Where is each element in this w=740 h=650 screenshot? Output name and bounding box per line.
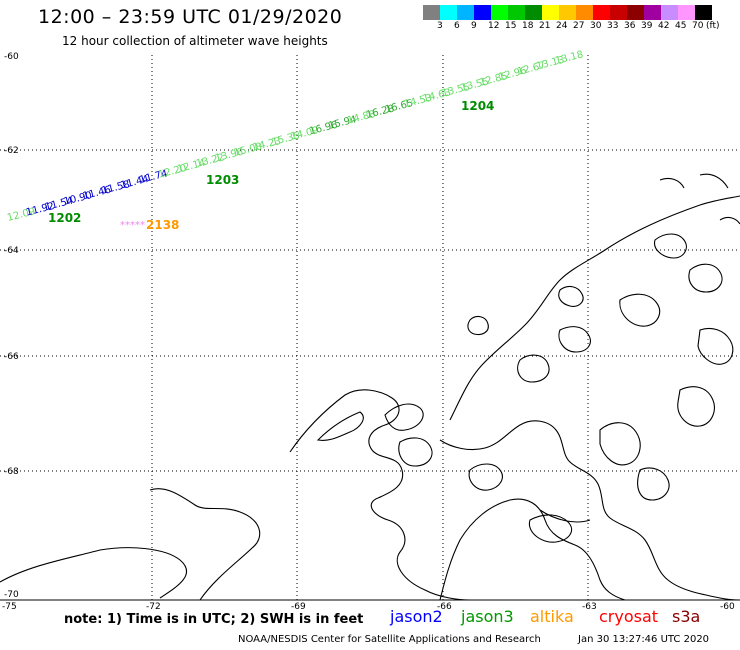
wave-height-label: 13.18 [554,49,584,67]
cycle-labels: 1202 1203 1204 [48,99,494,225]
color-scale-tick: 24 [556,21,568,31]
lat-label-60: -60 [4,52,19,62]
color-scale-bar [423,5,712,20]
lon-label-63: -63 [582,602,597,612]
page-title: 12:00 – 23:59 UTC 01/29/2020 [38,6,343,28]
color-scale-tick: 39 [641,21,653,31]
altika-cycle-label: 2138 [146,218,179,232]
color-scale-tick: 45 [675,21,687,31]
color-scale-tick: 3 [437,21,443,31]
lon-label-75: -75 [2,602,17,612]
color-scale-tick: (ft) [706,21,720,31]
color-scale-tick: 18 [522,21,534,31]
color-scale-ticks: 3 6 9 12 15 18 21 24 27 30 33 36 39 42 45 70 (ft) [0,21,740,35]
color-scale-tick: 27 [573,21,585,31]
color-scale-tick: 12 [488,21,500,31]
color-swatch [423,5,440,20]
cycle-label: 1202 [48,211,81,225]
color-swatch [610,5,627,20]
lat-label-70: -70 [4,590,19,600]
page-subtitle: 12 hour collection of altimeter wave hei… [62,34,328,48]
legend-s3a: s3a [672,607,701,626]
cycle-label: 1203 [206,173,239,187]
wave-height-track: 12.0911.9211.5410.9011.4611.5811.4411.74… [6,49,584,224]
antarctic-coastline [0,173,740,601]
cycle-label: 1204 [461,99,494,113]
lat-label-64: -64 [4,246,19,256]
generated-timestamp: Jan 30 13:27:46 UTC 2020 [578,634,710,645]
color-scale-tick: 36 [624,21,636,31]
color-swatch [542,5,559,20]
color-scale-tick: 70 [692,21,704,31]
color-swatch [576,5,593,20]
color-scale-tick: 21 [539,21,551,31]
color-swatch [695,5,712,20]
color-swatch [474,5,491,20]
color-scale-tick: 6 [454,21,460,31]
color-scale-tick: 42 [658,21,670,31]
lon-label-69: -69 [291,602,306,612]
altika-stars: ***** [120,220,145,231]
legend-cryosat: cryosat [599,607,659,626]
lon-label-66: -66 [437,602,452,612]
lat-label-68: -68 [4,467,19,477]
legend-altika: altika [530,607,574,626]
lon-label-72: -72 [146,602,161,612]
color-scale-tick: 9 [471,21,477,31]
graticule [0,55,740,600]
lat-label-62: -62 [4,146,19,156]
color-swatch [559,5,576,20]
color-scale-tick: 15 [505,21,517,31]
color-swatch [661,5,678,20]
lon-label-60: -60 [720,602,735,612]
color-swatch [457,5,474,20]
color-swatch [627,5,644,20]
legend-jason3: jason3 [461,607,514,626]
color-swatch [508,5,525,20]
color-swatch [678,5,695,20]
lat-label-66: -66 [4,352,19,362]
color-scale-tick: 33 [607,21,619,31]
color-swatch [491,5,508,20]
legend-jason2: jason2 [390,607,443,626]
color-swatch [644,5,661,20]
color-swatch [593,5,610,20]
color-swatch [525,5,542,20]
credit-line: NOAA/NESDIS Center for Satellite Applica… [238,634,541,645]
color-scale-tick: 30 [590,21,602,31]
footer-note: note: 1) Time is in UTC; 2) SWH is in fe… [64,612,364,627]
color-swatch [440,5,457,20]
altika-marker: ***** 2138 [120,218,179,232]
